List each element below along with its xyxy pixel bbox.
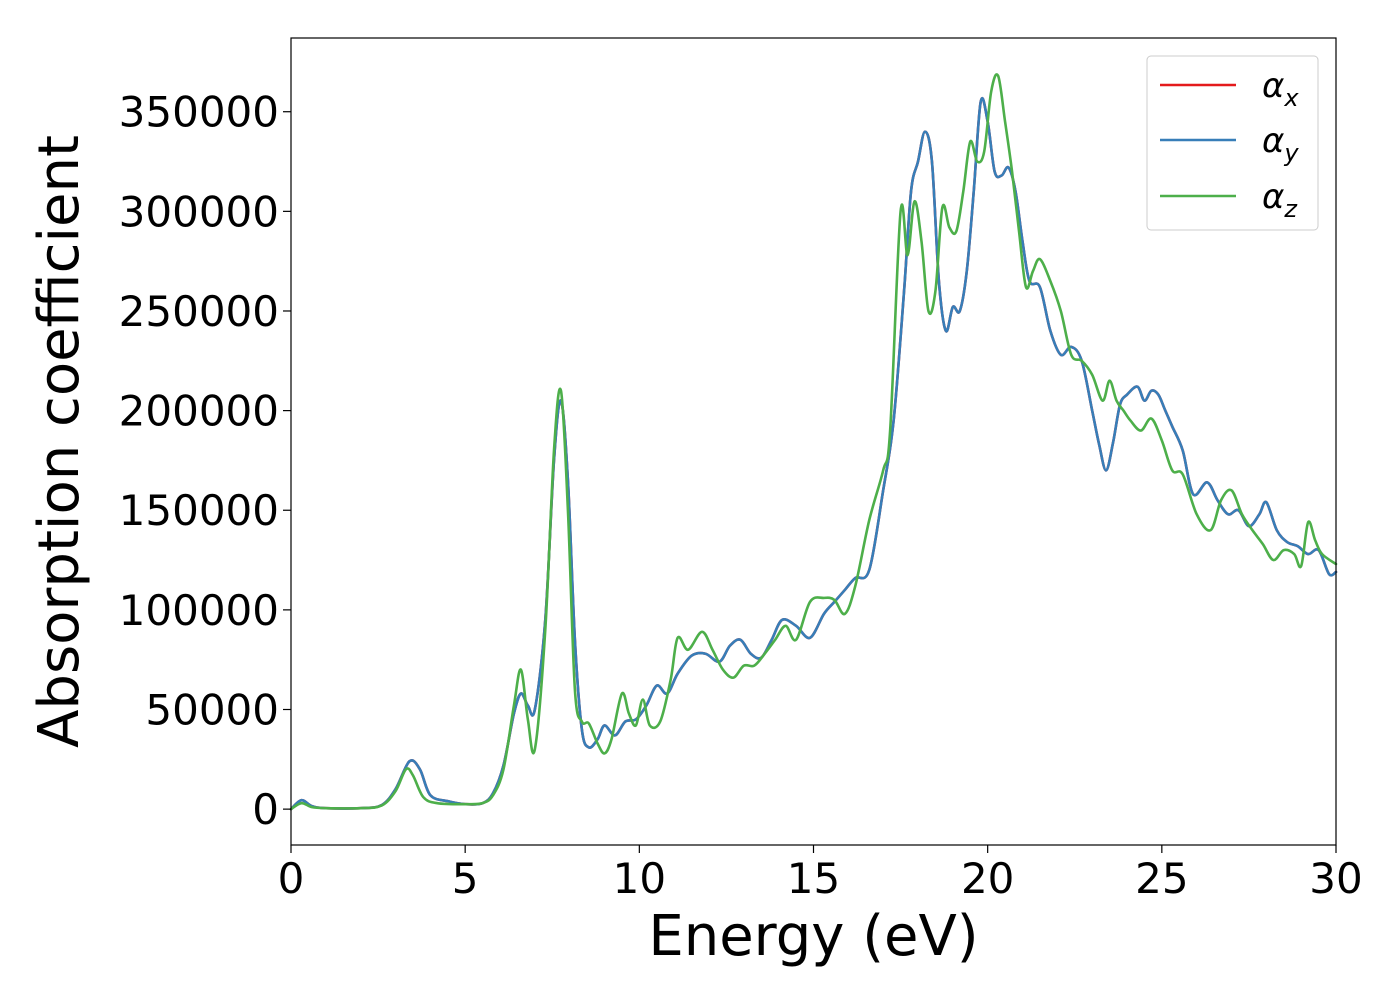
y-tick-label: 200000 [119,387,279,436]
legend-subscript: z [1283,195,1298,223]
y-axis-label: Absorption coefficient [27,135,92,748]
y-tick-label: 0 [252,785,279,834]
legend-subscript: x [1283,84,1299,112]
y-tick-label: 250000 [119,287,279,336]
y-tick-label: 350000 [119,88,279,137]
x-axis-ticks: 0 5 10 15 20 25 30 [278,845,1363,903]
y-tick-label: 300000 [119,187,279,236]
y-tick-label: 150000 [119,486,279,535]
series-line-alpha-y [289,97,1338,811]
y-tick-label: 50000 [145,686,279,735]
legend-box [1146,55,1319,231]
x-tick-label: 20 [961,854,1014,903]
x-tick-label: 0 [278,854,305,903]
x-tick-label: 10 [613,854,666,903]
y-tick-label: 100000 [119,586,279,635]
x-tick-label: 30 [1309,854,1362,903]
series-line-alpha-z [289,73,1338,811]
x-axis-label: Energy (eV) [648,904,978,969]
series-layer [289,73,1338,811]
x-tick-label: 15 [787,854,840,903]
legend-subscript: y [1283,139,1299,167]
x-tick-label: 25 [1135,854,1188,903]
x-tick-label: 5 [452,854,479,903]
y-axis-ticks: 0 50000 100000 150000 200000 250000 300000 3500… [119,88,291,834]
